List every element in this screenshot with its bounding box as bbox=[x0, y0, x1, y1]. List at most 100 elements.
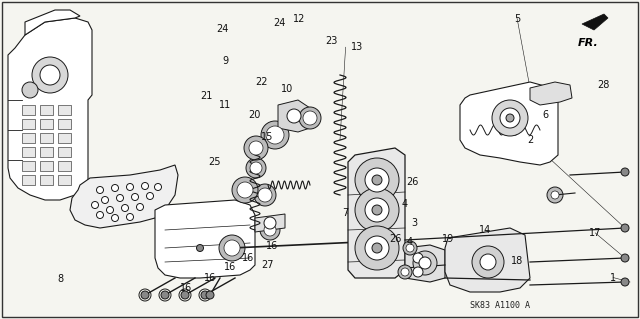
Bar bbox=[40, 175, 53, 185]
Text: 24: 24 bbox=[273, 18, 285, 28]
Circle shape bbox=[413, 253, 423, 263]
Circle shape bbox=[500, 108, 520, 128]
Circle shape bbox=[154, 183, 161, 190]
Circle shape bbox=[102, 197, 109, 204]
Text: 19: 19 bbox=[442, 234, 454, 244]
Polygon shape bbox=[445, 228, 530, 292]
Text: 21: 21 bbox=[200, 91, 212, 101]
Circle shape bbox=[398, 265, 412, 279]
Text: 23: 23 bbox=[325, 36, 338, 47]
Circle shape bbox=[480, 254, 496, 270]
Text: 14: 14 bbox=[479, 225, 492, 235]
Circle shape bbox=[419, 257, 431, 269]
Circle shape bbox=[621, 278, 629, 286]
Circle shape bbox=[224, 240, 240, 256]
Circle shape bbox=[127, 183, 134, 190]
Circle shape bbox=[97, 187, 104, 194]
Text: 22: 22 bbox=[255, 77, 268, 87]
Polygon shape bbox=[582, 14, 608, 30]
Polygon shape bbox=[278, 100, 310, 132]
Circle shape bbox=[244, 136, 268, 160]
Bar bbox=[58, 105, 71, 115]
Text: 17: 17 bbox=[589, 228, 602, 238]
Circle shape bbox=[413, 251, 437, 275]
Circle shape bbox=[372, 175, 382, 185]
Polygon shape bbox=[348, 148, 405, 278]
Bar bbox=[22, 147, 35, 157]
Circle shape bbox=[131, 194, 138, 201]
Circle shape bbox=[621, 168, 629, 176]
Circle shape bbox=[92, 202, 99, 209]
Bar bbox=[40, 119, 53, 129]
Polygon shape bbox=[405, 245, 445, 282]
Bar bbox=[40, 133, 53, 143]
Bar bbox=[58, 161, 71, 171]
Circle shape bbox=[372, 243, 382, 253]
Circle shape bbox=[206, 291, 214, 299]
Text: 8: 8 bbox=[58, 274, 64, 284]
Text: 13: 13 bbox=[351, 42, 364, 52]
Circle shape bbox=[403, 241, 417, 255]
Bar bbox=[40, 147, 53, 157]
Text: 3: 3 bbox=[412, 218, 418, 228]
Circle shape bbox=[141, 291, 149, 299]
Text: 2: 2 bbox=[527, 135, 533, 145]
Text: 4: 4 bbox=[406, 237, 413, 248]
Bar bbox=[22, 161, 35, 171]
Polygon shape bbox=[460, 82, 558, 165]
Text: 16: 16 bbox=[224, 262, 237, 272]
Text: 16: 16 bbox=[266, 241, 278, 251]
Circle shape bbox=[547, 187, 563, 203]
Bar bbox=[22, 119, 35, 129]
Text: 9: 9 bbox=[222, 56, 228, 66]
Circle shape bbox=[406, 244, 414, 252]
Circle shape bbox=[219, 235, 245, 261]
Polygon shape bbox=[255, 214, 285, 232]
Circle shape bbox=[196, 244, 204, 251]
Circle shape bbox=[372, 205, 382, 215]
Circle shape bbox=[201, 291, 209, 299]
Text: 10: 10 bbox=[280, 84, 293, 94]
Circle shape bbox=[365, 198, 389, 222]
Text: 16: 16 bbox=[179, 283, 192, 293]
Circle shape bbox=[147, 192, 154, 199]
Circle shape bbox=[355, 226, 399, 270]
Text: 16: 16 bbox=[242, 253, 255, 263]
Circle shape bbox=[122, 204, 129, 211]
Circle shape bbox=[492, 100, 528, 136]
Circle shape bbox=[161, 291, 169, 299]
Circle shape bbox=[254, 184, 276, 206]
Text: 26: 26 bbox=[406, 177, 419, 188]
Circle shape bbox=[232, 177, 258, 203]
Circle shape bbox=[303, 111, 317, 125]
Text: 24: 24 bbox=[216, 24, 229, 34]
Text: SK83 A1100 A: SK83 A1100 A bbox=[470, 300, 530, 309]
Circle shape bbox=[237, 182, 253, 198]
Circle shape bbox=[287, 109, 301, 123]
Circle shape bbox=[401, 268, 409, 276]
Text: 27: 27 bbox=[261, 260, 274, 270]
Circle shape bbox=[355, 158, 399, 202]
Circle shape bbox=[266, 126, 284, 144]
Circle shape bbox=[365, 236, 389, 260]
Circle shape bbox=[506, 114, 514, 122]
Text: 26: 26 bbox=[389, 234, 402, 244]
Circle shape bbox=[261, 121, 289, 149]
Text: 28: 28 bbox=[597, 79, 610, 90]
Circle shape bbox=[106, 206, 113, 213]
Bar bbox=[58, 133, 71, 143]
Text: 15: 15 bbox=[261, 131, 274, 142]
Polygon shape bbox=[70, 165, 178, 228]
Bar bbox=[22, 105, 35, 115]
Text: 20: 20 bbox=[248, 110, 261, 120]
Circle shape bbox=[299, 107, 321, 129]
Text: 7: 7 bbox=[342, 208, 349, 218]
Text: 5: 5 bbox=[514, 13, 520, 24]
Text: 1: 1 bbox=[610, 272, 616, 283]
Circle shape bbox=[621, 254, 629, 262]
Bar bbox=[58, 119, 71, 129]
Text: 25: 25 bbox=[208, 157, 221, 167]
Circle shape bbox=[116, 195, 124, 202]
Text: 16: 16 bbox=[204, 272, 216, 283]
Circle shape bbox=[551, 191, 559, 199]
